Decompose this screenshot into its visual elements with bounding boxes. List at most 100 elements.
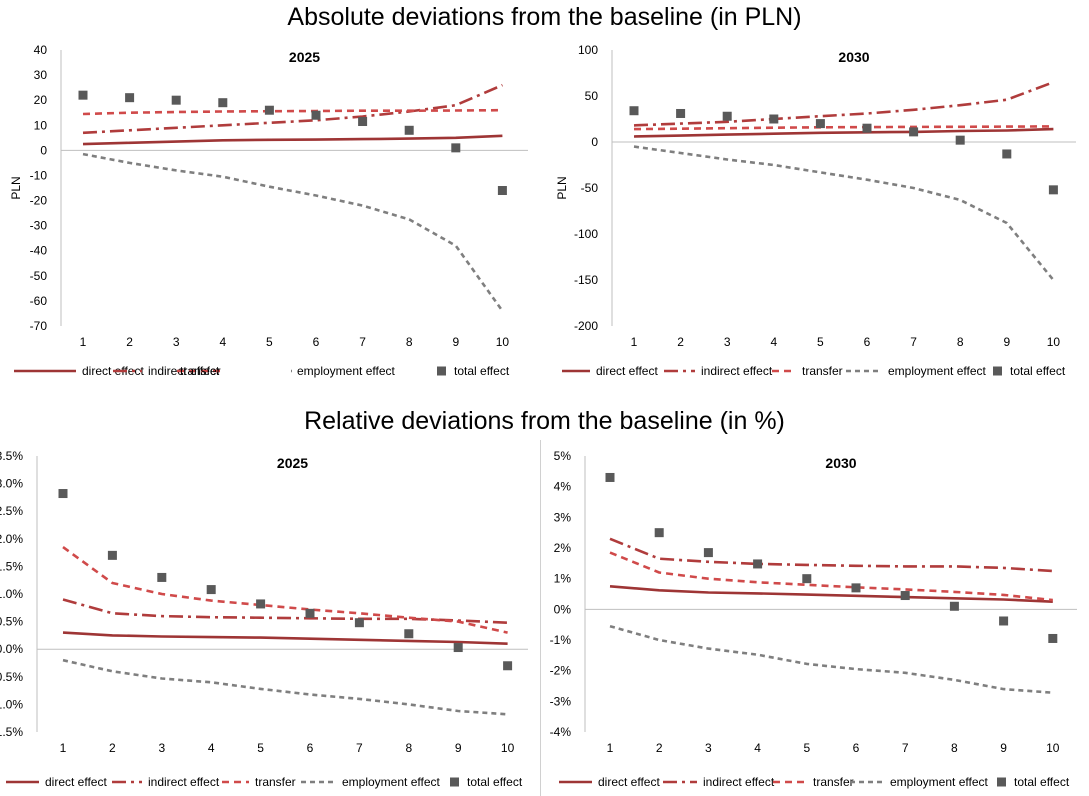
x-tick-label: 10 [1046, 741, 1060, 755]
chart-rel-2030: -4% -3% -2% -1% 0% 1% 2% 3% 4% 5% 1 2 3 4 5 6 7 8 9 10 2030 d… [550, 449, 1077, 789]
total-effect-point [256, 599, 266, 609]
y-tick-label: 3.0% [0, 477, 23, 491]
total-effect-point [900, 591, 910, 601]
y-tick-label: 5% [554, 449, 572, 463]
x-tick-label: 1 [60, 741, 67, 755]
x-tick-label: 4 [208, 741, 215, 755]
legend-transfer-label: transfer [813, 775, 854, 789]
employment-effect-line [82, 152, 504, 312]
x-tick-label: 2 [656, 741, 663, 755]
x-tick-label: 9 [455, 741, 462, 755]
chart-abs-2030: -200 -150 -100 -50 0 50 100 1 2 3 4 5 6 7 8 9 10 2030 PLN d… [555, 43, 1076, 378]
x-tick-label: 2 [126, 335, 133, 349]
y-tick-label: 1.0% [0, 587, 23, 601]
x-tick-label: 9 [1000, 741, 1007, 755]
indirect-effect-line [62, 598, 508, 624]
y-tick-label: 1.5% [0, 559, 23, 573]
y-tick-label: 4% [554, 480, 572, 494]
legend-total-label: total effect [1010, 364, 1066, 378]
chart-abs-2025: -70 -60 -50 -40 -30 -20 -10 0 10 20 30 40 1 2 3 4 5 6 7 8 9 1… [9, 43, 528, 378]
x-tick-label: 7 [359, 335, 366, 349]
x-tick-label: 1 [607, 741, 614, 755]
legend-total-marker [450, 777, 459, 787]
y-tick-label: -3% [550, 694, 572, 708]
x-tick-label: 7 [902, 741, 909, 755]
direct-effect-line [62, 631, 508, 645]
total-effect-point [605, 472, 615, 482]
legend-employment-label: employment effect [342, 775, 440, 789]
legend-employment-label: employment effect [297, 364, 395, 378]
x-tick-label: 10 [501, 741, 515, 755]
x-tick-label: 8 [951, 741, 958, 755]
chart-title: 2025 [289, 49, 320, 65]
y-tick-label: 2.5% [0, 504, 23, 518]
section-title-relative: Relative deviations from the baseline (i… [304, 407, 785, 435]
x-tick-label: 2 [677, 335, 684, 349]
legend-total-marker [997, 777, 1006, 787]
transfer-effect-line [609, 551, 1053, 602]
y-tick-label: -4% [550, 725, 572, 739]
transfer-effect-line [82, 108, 503, 116]
y-tick-label: 40 [34, 43, 48, 57]
y-tick-label: 30 [34, 68, 48, 82]
total-effect-point [955, 135, 965, 145]
x-tick-label: 5 [257, 741, 264, 755]
legend-direct-label: direct effect [598, 775, 660, 789]
total-effect-point [999, 616, 1009, 626]
y-tick-label: 0 [591, 135, 598, 149]
x-tick-label: 6 [853, 741, 860, 755]
x-tick-label: 4 [754, 741, 761, 755]
y-tick-label: 100 [578, 43, 598, 57]
section-title-absolute: Absolute deviations from the baseline (i… [287, 3, 802, 31]
total-effect-point [354, 618, 364, 628]
x-tick-label: 1 [80, 335, 87, 349]
x-tick-label: 6 [864, 335, 871, 349]
legend-direct-label: direct effect [596, 364, 658, 378]
legend-direct-label: direct effect [45, 775, 107, 789]
y-tick-label: -60 [30, 294, 48, 308]
total-effect-point [404, 125, 414, 135]
chart-title: 2030 [825, 455, 856, 471]
y-tick-label: 10 [34, 118, 48, 132]
x-tick-label: 8 [405, 741, 412, 755]
y-tick-label: -200 [574, 319, 598, 333]
total-effect-point [58, 489, 68, 499]
y-tick-label: -10 [30, 168, 48, 182]
y-tick-label: -20 [30, 194, 48, 208]
total-effect-point [453, 643, 463, 653]
total-effect-point [125, 93, 135, 103]
x-tick-label: 3 [724, 335, 731, 349]
total-effect-point [703, 548, 713, 558]
y-tick-label: -50 [30, 269, 48, 283]
legend-total-marker [437, 366, 446, 376]
x-tick-label: 6 [313, 335, 320, 349]
y-tick-label: -30 [30, 219, 48, 233]
y-tick-label: 0.5% [0, 615, 23, 629]
direct-effect-line [82, 134, 503, 146]
total-effect-point [218, 98, 228, 108]
indirect-effect-line [609, 537, 1053, 573]
legend-indirect-label: indirect effect [701, 364, 773, 378]
total-effect-point [629, 106, 639, 116]
total-effect-point [753, 559, 763, 569]
transfer-effect-line [633, 125, 1054, 131]
x-tick-label: 10 [1047, 335, 1061, 349]
total-effect-point [1002, 149, 1012, 159]
x-tick-label: 8 [957, 335, 964, 349]
total-effect-point [949, 601, 959, 611]
employment-effect-line [62, 658, 508, 716]
y-tick-label: 0.5% [0, 670, 23, 684]
panel-divider [540, 440, 541, 796]
total-effect-point [404, 629, 414, 639]
total-effect-point [1048, 185, 1058, 195]
y-tick-label: -2% [550, 664, 572, 678]
direct-effect-line [633, 127, 1054, 138]
total-effect-point [851, 583, 861, 593]
legend-transfer-label: transfer [802, 364, 843, 378]
total-effect-point [1048, 633, 1058, 643]
x-tick-label: 5 [803, 741, 810, 755]
total-effect-point [769, 114, 779, 124]
legend-employment-label: employment effect [888, 364, 986, 378]
x-tick-label: 7 [910, 335, 917, 349]
y-tick-label: 2.0% [0, 532, 23, 546]
